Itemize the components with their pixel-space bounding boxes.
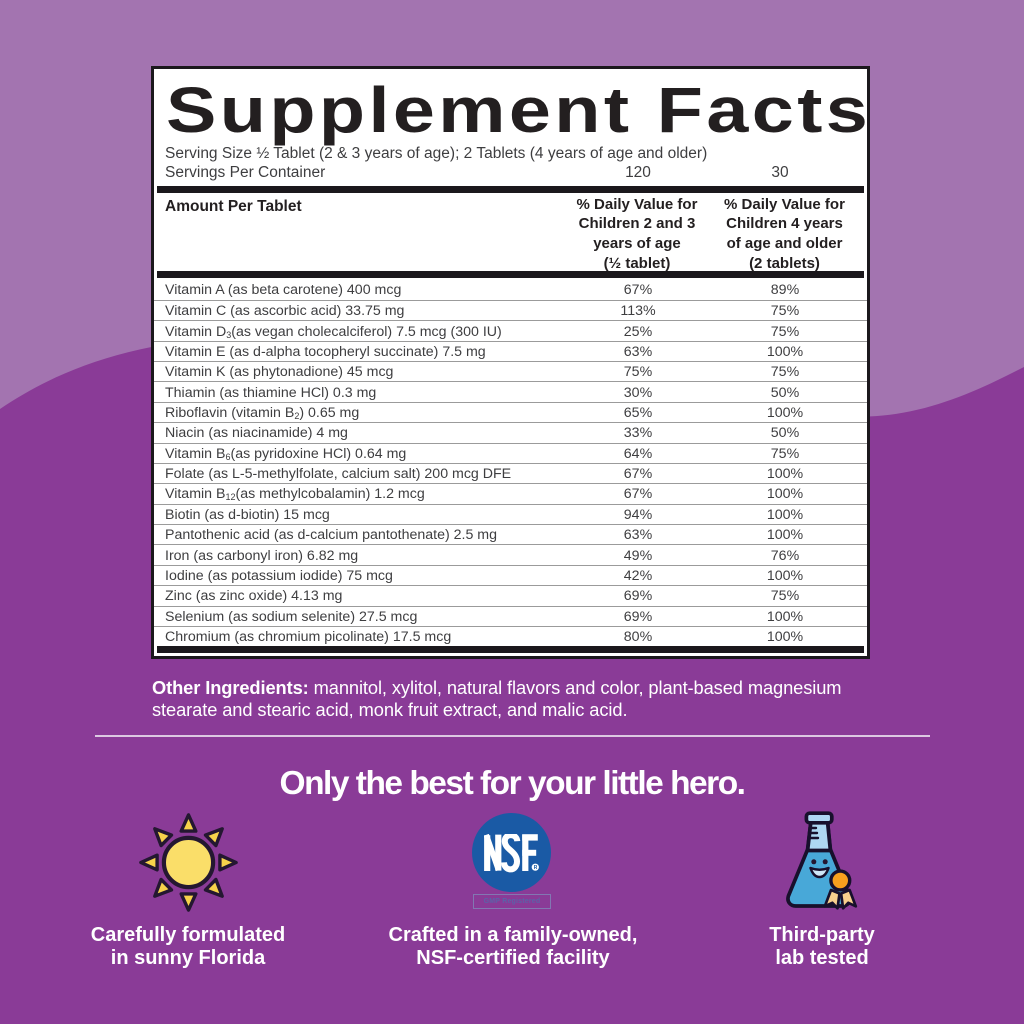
svg-text:R: R [534,865,538,871]
